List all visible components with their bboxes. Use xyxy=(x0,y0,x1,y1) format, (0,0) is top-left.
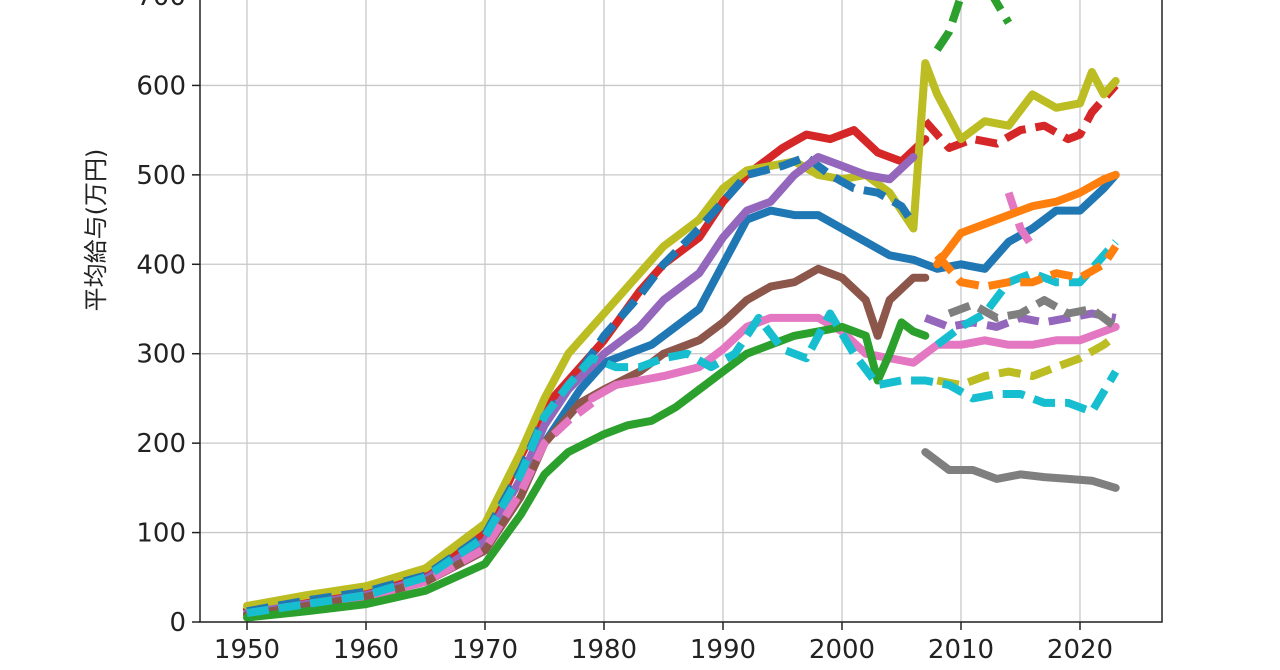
series-line-13 xyxy=(243,318,930,622)
y-tick-label-300: 300 xyxy=(136,340,186,370)
y-tick-label-600: 600 xyxy=(136,71,186,101)
y-tick-label-500: 500 xyxy=(136,161,186,191)
y-tick-label-200: 200 xyxy=(136,429,186,459)
x-tick-label-1970: 1970 xyxy=(452,635,518,665)
y-tick-label-0: 0 xyxy=(169,608,186,638)
y-tick-label-700: 700 xyxy=(136,0,186,12)
series-line-6 xyxy=(540,170,1120,448)
x-tick-label-2000: 2000 xyxy=(809,635,875,665)
x-tick-label-1980: 1980 xyxy=(571,635,637,665)
series-line-15 xyxy=(246,309,1120,618)
x-tick-label-1990: 1990 xyxy=(690,635,756,665)
axes: 1950 1960 1970 1980 1990 2000 2010 2020 0 100 200 3… xyxy=(136,0,1113,665)
x-tick-label-1950: 1950 xyxy=(214,635,280,665)
series-line-16 xyxy=(934,239,1119,348)
series-line-2 xyxy=(922,82,1119,152)
y-tick-label-100: 100 xyxy=(136,519,186,549)
series-line-4 xyxy=(936,332,1119,389)
series-line-17 xyxy=(934,244,1120,291)
series-group xyxy=(243,0,1120,622)
series-line-12 xyxy=(1004,191,1036,249)
plot-frame xyxy=(199,0,1163,623)
x-tick-label-1960: 1960 xyxy=(333,635,399,665)
series-line-19 xyxy=(921,448,1120,492)
y-axis-label: 平均給与(万円) xyxy=(82,149,110,312)
series-line-8 xyxy=(923,309,1117,331)
grid xyxy=(200,0,1162,623)
series-line-14 xyxy=(933,0,1013,52)
x-tick-label-2020: 2020 xyxy=(1047,635,1113,665)
series-line-18 xyxy=(933,170,1120,269)
y-tick-label-400: 400 xyxy=(136,250,186,280)
x-tick-label-2010: 2010 xyxy=(928,635,994,665)
series-line-11 xyxy=(588,313,1120,403)
